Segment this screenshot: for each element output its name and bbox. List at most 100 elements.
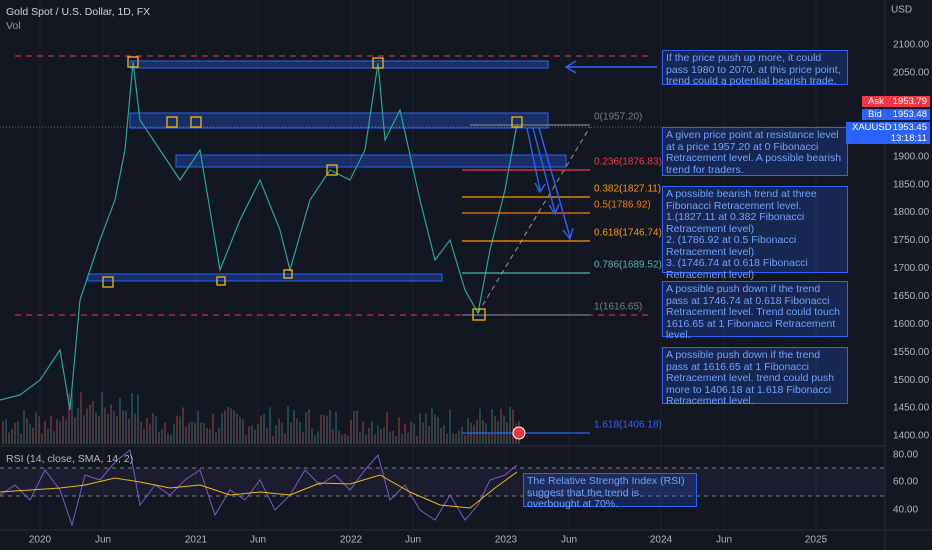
volume-bar bbox=[314, 435, 316, 444]
rsi-ma bbox=[0, 471, 518, 509]
volume-bar bbox=[377, 425, 379, 444]
volume-bar bbox=[176, 415, 178, 444]
volume-bar bbox=[419, 413, 421, 444]
volume-bar bbox=[368, 427, 370, 444]
volume-bar bbox=[41, 433, 43, 444]
trend-line bbox=[477, 126, 591, 314]
event-icon bbox=[512, 426, 526, 440]
volume-bar bbox=[56, 419, 58, 444]
rsi-label: RSI (14, close, SMA, 14, 2) bbox=[6, 453, 134, 465]
volume-bar bbox=[272, 435, 274, 444]
volume-bar bbox=[149, 423, 151, 444]
volume-bar bbox=[179, 416, 181, 444]
price-label: 1700.00 bbox=[893, 263, 930, 274]
volume-bar bbox=[509, 406, 511, 444]
volume-bar bbox=[101, 391, 103, 444]
volume-bar bbox=[212, 413, 214, 444]
volume bbox=[2, 391, 520, 444]
volume-bar bbox=[422, 422, 424, 444]
volume-bar bbox=[20, 433, 22, 444]
volume-bar bbox=[461, 426, 463, 444]
volume-bar bbox=[134, 413, 136, 444]
volume-bar bbox=[128, 418, 130, 444]
volume-bar bbox=[296, 418, 298, 444]
volume-bar bbox=[332, 429, 334, 444]
volume-bar bbox=[224, 410, 226, 444]
volume-bar bbox=[239, 416, 241, 444]
time-label: 2024 bbox=[650, 535, 673, 546]
volume-bar bbox=[473, 424, 475, 444]
volume-bar bbox=[452, 433, 454, 444]
volume-bar bbox=[305, 412, 307, 444]
volume-bar bbox=[92, 400, 94, 444]
price-label: 1550.00 bbox=[893, 347, 930, 358]
volume-bar bbox=[188, 422, 190, 444]
volume-bar bbox=[155, 416, 157, 444]
volume-bar bbox=[485, 423, 487, 444]
annotation-text: A possible push down if the trend pass a… bbox=[666, 349, 835, 407]
volume-bar bbox=[230, 408, 232, 444]
volume-bar bbox=[29, 423, 31, 444]
volume-bar bbox=[281, 422, 283, 444]
volume-bar bbox=[431, 408, 433, 444]
volume-bar bbox=[458, 430, 460, 444]
annotation: A possible push down if the trend pass a… bbox=[662, 281, 848, 341]
volume-bar bbox=[47, 428, 49, 444]
price-label: 1400.00 bbox=[893, 431, 930, 442]
volume-bar bbox=[293, 409, 295, 444]
volume-bar bbox=[95, 412, 97, 444]
volume-bar bbox=[119, 397, 121, 444]
volume-bar bbox=[191, 421, 193, 444]
quote-value: 1953.48 bbox=[892, 109, 927, 120]
volume-bar bbox=[35, 412, 37, 444]
markers bbox=[102, 56, 523, 321]
volume-bar bbox=[146, 417, 148, 444]
volume-bar bbox=[185, 426, 187, 444]
volume-bar bbox=[302, 432, 304, 444]
zone bbox=[87, 273, 443, 282]
volume-bar bbox=[245, 435, 247, 444]
volume-bar bbox=[194, 422, 196, 444]
volume-bar bbox=[209, 428, 211, 444]
volume-bar bbox=[173, 423, 175, 444]
volume-bar bbox=[125, 410, 127, 444]
volume-bar bbox=[398, 417, 400, 444]
arrows bbox=[526, 60, 657, 241]
volume-bar bbox=[338, 430, 340, 444]
volume-bar bbox=[494, 416, 496, 444]
quote-badge: Bid 1953.48 bbox=[862, 109, 930, 120]
volume-bar bbox=[374, 434, 376, 444]
volume-bar bbox=[164, 422, 166, 444]
volume-bar bbox=[227, 406, 229, 444]
volume-bar bbox=[395, 435, 397, 444]
annotation-text: If the price push up more, it could pass… bbox=[666, 52, 841, 87]
fib-label: 0.236(1876.83) bbox=[594, 157, 662, 168]
price-label: 2100.00 bbox=[893, 40, 930, 51]
volume-label: Vol bbox=[6, 20, 21, 32]
axes: USD2100.002050.002000.001950.001900.0018… bbox=[29, 5, 930, 546]
volume-bar bbox=[455, 433, 457, 444]
volume-bar bbox=[53, 431, 55, 444]
volume-bar bbox=[107, 414, 109, 444]
volume-bar bbox=[233, 410, 235, 444]
volume-bar bbox=[266, 427, 268, 444]
volume-bar bbox=[257, 424, 259, 444]
volume-bar bbox=[215, 432, 217, 444]
volume-bar bbox=[269, 407, 271, 444]
volume-bar bbox=[311, 428, 313, 444]
volume-bar bbox=[236, 413, 238, 444]
volume-bar bbox=[104, 407, 106, 444]
annotation-text: 1.(1827.11 at 0.382 Fibonacci Retracemen… bbox=[666, 211, 805, 235]
fib-label: 0.382(1827.11) bbox=[594, 184, 661, 195]
fib-label: 1(1616.65) bbox=[594, 302, 642, 313]
volume-bar bbox=[341, 434, 343, 444]
volume-bar bbox=[353, 411, 355, 444]
volume-bar bbox=[200, 422, 202, 444]
quote-label: XAUUSD bbox=[852, 122, 892, 133]
volume-bar bbox=[428, 425, 430, 444]
fib-label: 0.786(1689.52) bbox=[594, 260, 662, 271]
volume-bar bbox=[491, 409, 493, 444]
annotation-text: A possible bearish trend at three Fibona… bbox=[666, 188, 817, 212]
volume-bar bbox=[167, 433, 169, 444]
volume-bar bbox=[218, 427, 220, 444]
